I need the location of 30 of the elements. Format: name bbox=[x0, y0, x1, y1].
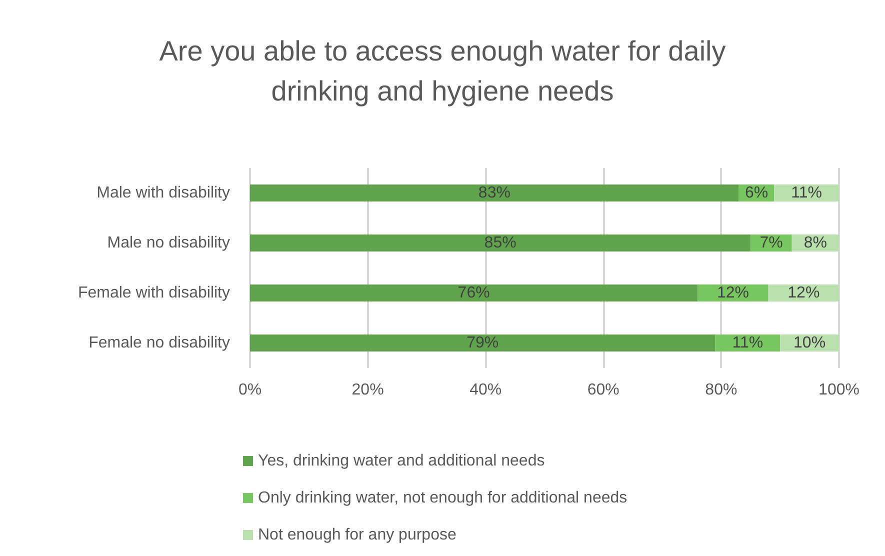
legend-label: Not enough for any purpose bbox=[258, 526, 456, 544]
x-tick-label: 100% bbox=[818, 382, 860, 398]
data-label: 11% bbox=[732, 334, 764, 352]
data-label: 10% bbox=[794, 334, 826, 352]
data-label: 8% bbox=[804, 234, 828, 252]
y-tick-label: Female no disability bbox=[88, 334, 230, 352]
y-tick-label: Male with disability bbox=[96, 184, 230, 202]
y-tick-label: Female with disability bbox=[78, 284, 230, 302]
bar bbox=[250, 284, 698, 302]
data-label: 12% bbox=[716, 284, 749, 302]
data-label: 85% bbox=[484, 234, 516, 252]
bar bbox=[250, 334, 716, 352]
data-label: 79% bbox=[466, 334, 499, 352]
data-label: 12% bbox=[788, 284, 820, 302]
chart-title: Are you able to access enough water for daily drinking and hygiene needs bbox=[159, 36, 726, 106]
bar bbox=[250, 184, 739, 202]
x-tick-label: 40% bbox=[470, 382, 502, 398]
x-tick-label: 20% bbox=[352, 382, 384, 398]
y-tick-label: Male no disability bbox=[107, 234, 230, 252]
legend-label: Yes, drinking water and additional needs bbox=[258, 452, 545, 470]
data-label: 83% bbox=[478, 184, 510, 202]
data-label: 6% bbox=[744, 184, 768, 202]
x-tick-label: 0% bbox=[238, 382, 262, 398]
x-tick-label: 80% bbox=[705, 382, 738, 398]
data-label: 76% bbox=[458, 284, 490, 302]
legend-label: Only drinking water, not enough for additional needs bbox=[258, 490, 628, 506]
data-label: 7% bbox=[760, 234, 783, 252]
x-tick-label: 60% bbox=[587, 382, 620, 398]
data-label: 11% bbox=[791, 184, 822, 202]
bar bbox=[250, 234, 751, 252]
